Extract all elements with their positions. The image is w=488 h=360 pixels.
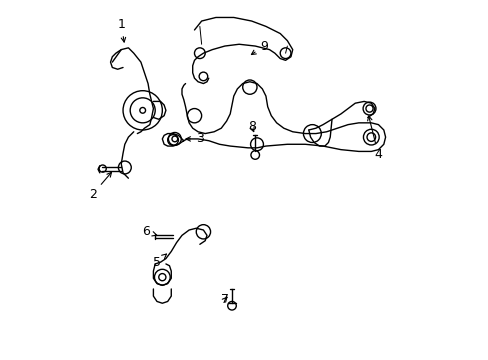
Text: 2: 2 bbox=[88, 172, 111, 201]
Text: 3: 3 bbox=[185, 132, 203, 145]
Text: 5: 5 bbox=[153, 254, 166, 269]
Text: 4: 4 bbox=[367, 116, 382, 162]
Text: 6: 6 bbox=[142, 225, 157, 238]
Text: 1: 1 bbox=[117, 18, 125, 42]
Text: 7: 7 bbox=[221, 293, 228, 306]
Text: 9: 9 bbox=[251, 40, 267, 54]
Text: 8: 8 bbox=[247, 120, 255, 133]
